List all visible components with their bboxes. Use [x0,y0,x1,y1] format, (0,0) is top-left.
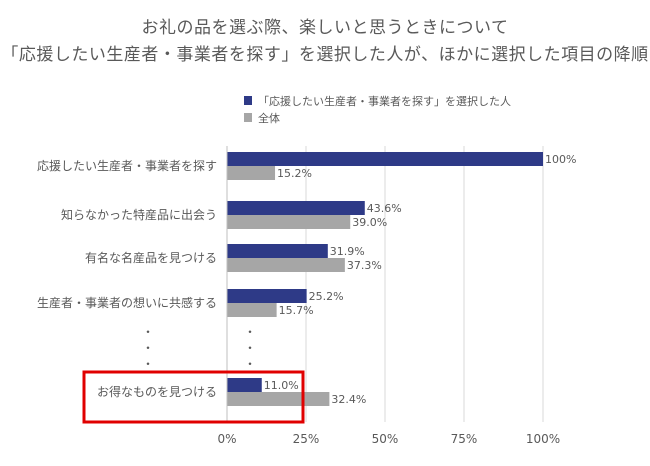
legend-swatch-series-1 [244,96,252,105]
category-label: 知らなかった特産品に出会う [61,207,217,222]
data-label: 32.4% [331,393,366,406]
bar-series-1 [227,378,262,392]
chart-title-line-1: お礼の品を選ぶ際、楽しいと思うときについて [141,18,509,38]
bar-series-1 [227,152,543,166]
ellipsis-dot: ・ [244,341,256,355]
category-label: 生産者・事業者の想いに共感する [37,295,217,310]
data-label: 15.2% [277,167,312,180]
x-tick-label: 0% [217,432,236,446]
legend-swatch-series-2 [244,113,252,122]
bar-series-2 [227,166,276,180]
data-label: 37.3% [347,259,382,272]
category-label: 有名な名産品を見つける [85,250,217,265]
bar-series-1 [227,244,328,258]
legend-label-series-2: 全体 [258,111,280,125]
data-label: 11.0% [264,379,299,392]
data-label: 100% [545,153,576,166]
data-label: 15.7% [279,304,314,317]
legend-label-series-1: 「応援したい生産者・事業者を探す」を選択した人 [258,94,511,108]
data-label: 25.2% [309,290,344,303]
ellipsis-dot: ・ [244,357,256,371]
bar-series-1 [227,289,307,303]
x-tick-label: 25% [293,432,320,446]
x-tick-label: 100% [526,432,560,446]
ellipsis-dot: ・ [142,325,154,339]
data-label: 31.9% [330,245,365,258]
category-label: 応援したい生産者・事業者を探す [37,158,217,173]
category-label: お得なものを見つける [97,384,217,399]
bar-series-2 [227,215,351,229]
bar-series-2 [227,392,330,406]
ellipsis-dot: ・ [142,341,154,355]
ellipsis-dot: ・ [244,325,256,339]
bar-series-2 [227,303,277,317]
chart-title-line-2: 「応援したい生産者・事業者を探す」を選択した人が、ほかに選択した項目の降順 [1,45,649,65]
data-label: 43.6% [367,202,402,215]
highlight-box [82,370,305,424]
data-label: 39.0% [352,216,387,229]
x-tick-label: 75% [451,432,478,446]
ellipsis-dot: ・ [142,357,154,371]
bar-series-1 [227,201,365,215]
bar-series-2 [227,258,345,272]
x-tick-label: 50% [372,432,399,446]
